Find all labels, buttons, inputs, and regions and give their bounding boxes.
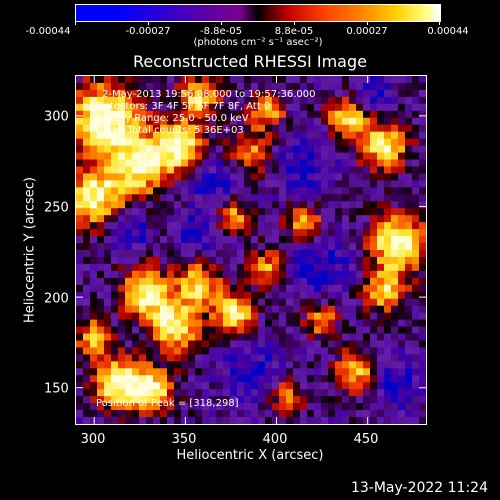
colorbar-label: 0.00044 xyxy=(427,26,469,37)
date-stamp: 13-May-2022 11:24 xyxy=(350,480,488,496)
colorbar-unit: (photons cm⁻² s⁻¹ asec⁻²) xyxy=(193,37,323,48)
colorbar-label: 8.8e-05 xyxy=(274,26,314,37)
annotation-total-counts: Clean Total counts: 5.36E+03 xyxy=(96,125,244,136)
x-axis-label: Heliocentric X (arcsec) xyxy=(176,448,324,463)
y-tick-label: 300 xyxy=(44,109,69,125)
chart-title: Reconstructed RHESSI Image xyxy=(133,52,367,71)
y-tick-label: 250 xyxy=(44,200,69,216)
annotation-detectors: Detectors: 3F 4F 5F 6F 7F 8F, Att 0 xyxy=(96,101,271,112)
colorbar-tick xyxy=(148,21,149,25)
colorbar-label: -0.00027 xyxy=(125,26,171,37)
y-tick-label: 200 xyxy=(44,291,69,307)
colorbar-tick xyxy=(367,21,368,25)
colorbar-tick xyxy=(221,21,222,25)
heatmap-image xyxy=(76,76,426,424)
colorbar-tick xyxy=(75,21,76,25)
y-tick-label: 150 xyxy=(44,381,69,397)
annotation-energy-range: Energy Range: 25.0 - 50.0 keV xyxy=(96,113,249,124)
colorbar-label: 0.00027 xyxy=(346,26,388,37)
x-tick-label: 400 xyxy=(262,432,288,447)
heatmap-plot-area: 2-May-2013 19:56:08.000 to 19:57:36.000 … xyxy=(75,75,427,425)
colorbar xyxy=(75,4,441,22)
colorbar-tick xyxy=(294,21,295,25)
colorbar-tick xyxy=(439,21,440,25)
x-tick-label: 450 xyxy=(353,432,379,447)
y-axis-label: Heliocentric Y (arcsec) xyxy=(22,177,38,323)
x-tick-label: 350 xyxy=(171,432,197,447)
x-tick-label: 300 xyxy=(80,432,106,447)
annotation-time-range: 2-May-2013 19:56:08.000 to 19:57:36.000 xyxy=(102,89,316,100)
annotation-peak-position: Position of Peak = [318,298] xyxy=(96,398,239,409)
colorbar-label: -8.8e-05 xyxy=(200,26,242,37)
colorbar-label: -0.00044 xyxy=(25,26,71,37)
